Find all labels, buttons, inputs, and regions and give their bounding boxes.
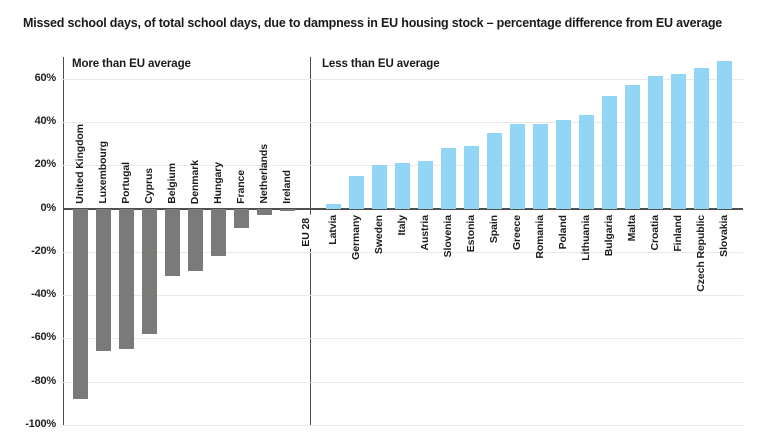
- xlabel-poland: Poland: [556, 215, 569, 250]
- bar-czech-republic: [694, 67, 709, 209]
- bar-greece: [510, 124, 525, 209]
- zero-baseline: [63, 207, 743, 210]
- bar-germany: [349, 176, 364, 209]
- xlabel-sweden: Sweden: [372, 215, 385, 255]
- ytick-60pct: 60%: [34, 71, 57, 84]
- xlabel-austria: Austria: [418, 215, 431, 251]
- bar-luxembourg: [96, 208, 111, 352]
- bar-denmark: [188, 208, 203, 272]
- xlabel-denmark: Denmark: [188, 159, 201, 204]
- bar-netherlands: [257, 208, 272, 215]
- xlabel-spain: Spain: [487, 215, 500, 244]
- bar-poland: [556, 119, 571, 209]
- xlabel-germany: Germany: [349, 215, 362, 260]
- bar-slovenia: [441, 147, 456, 209]
- xlabel-bulgaria: Bulgaria: [602, 215, 615, 257]
- ytick--40pct: -40%: [31, 288, 56, 301]
- xlabel-belgium: Belgium: [165, 163, 178, 204]
- bar-slovakia: [717, 61, 732, 209]
- ytick-0pct: 0%: [40, 201, 57, 214]
- bar-estonia: [464, 145, 479, 209]
- bar-portugal: [119, 208, 134, 350]
- xlabel-slovenia: Slovenia: [441, 215, 454, 258]
- group-header-more: More than EU average: [72, 58, 191, 70]
- gridline-40: [63, 121, 743, 123]
- gridline--80: [63, 381, 743, 383]
- ytick--100pct: -100%: [25, 418, 56, 430]
- xlabel-greece: Greece: [510, 215, 523, 251]
- xlabel-italy: Italy: [395, 215, 408, 236]
- bar-bulgaria: [602, 95, 617, 209]
- bar-spain: [487, 132, 502, 209]
- chart-title: Missed school days, of total school days…: [23, 16, 723, 30]
- bar-finland: [671, 74, 686, 209]
- gridline--60: [63, 338, 743, 340]
- xlabel-ireland: Ireland: [280, 170, 293, 204]
- xlabel-croatia: Croatia: [648, 215, 661, 251]
- xlabel-luxembourg: Luxembourg: [96, 141, 109, 204]
- xlabel-malta: Malta: [625, 215, 638, 242]
- bar-ireland: [280, 208, 295, 211]
- ytick--20pct: -20%: [31, 244, 56, 257]
- xlabel-hungary: Hungary: [211, 162, 224, 204]
- ytick--80pct: -80%: [31, 374, 56, 387]
- bar-sweden: [372, 165, 387, 209]
- xlabel-czech-republic: Czech Republic: [694, 215, 707, 292]
- bar-croatia: [648, 76, 663, 209]
- xlabel-france: France: [234, 170, 247, 204]
- xlabel-lithuania: Lithuania: [579, 215, 592, 261]
- xlabel-united-kingdom: United Kingdom: [73, 124, 86, 204]
- y-axis-line: [63, 57, 64, 425]
- xlabel-romania: Romania: [533, 215, 546, 259]
- bar-austria: [418, 160, 433, 209]
- bar-united-kingdom: [73, 208, 88, 399]
- ytick-40pct: 40%: [34, 114, 57, 127]
- xlabel-slovakia: Slovakia: [717, 215, 730, 257]
- bar-malta: [625, 85, 640, 209]
- bar-lithuania: [579, 115, 594, 209]
- gridline--100: [63, 425, 743, 426]
- gridline-60: [63, 78, 743, 80]
- bar-hungary: [211, 208, 226, 257]
- xlabel-latvia: Latvia: [326, 215, 339, 245]
- bar-cyprus: [142, 208, 157, 335]
- ytick--60pct: -60%: [31, 331, 56, 344]
- xlabel-cyprus: Cyprus: [142, 168, 155, 204]
- group-header-less: Less than EU average: [322, 58, 440, 70]
- plot-area: United Kingdom Luxembourg Portugal Cyprus Be…: [63, 57, 743, 426]
- xlabel-estonia: Estonia: [464, 215, 477, 253]
- bar-italy: [395, 163, 410, 209]
- xlabel-finland: Finland: [671, 215, 684, 252]
- bar-romania: [533, 124, 548, 209]
- xlabel-netherlands: Netherlands: [257, 144, 270, 204]
- ytick-20pct: 20%: [34, 158, 57, 171]
- gridline--20: [63, 251, 743, 253]
- xlabel-eu-28: EU 28: [299, 215, 313, 249]
- bar-latvia: [326, 204, 341, 209]
- bar-belgium: [165, 208, 180, 276]
- gridline--40: [63, 295, 743, 297]
- bar-france: [234, 208, 249, 228]
- xlabel-portugal: Portugal: [119, 162, 132, 204]
